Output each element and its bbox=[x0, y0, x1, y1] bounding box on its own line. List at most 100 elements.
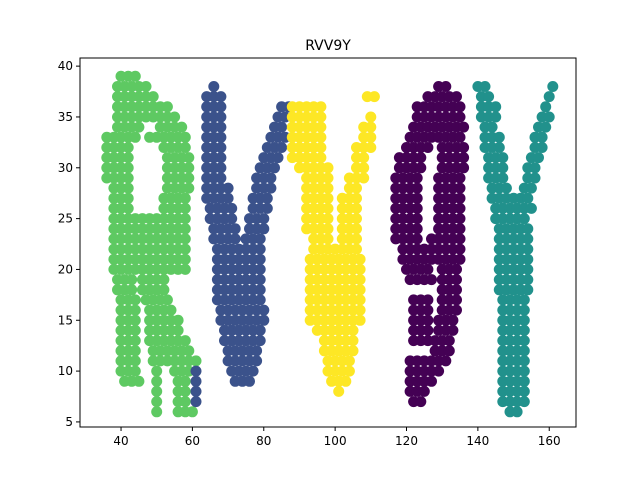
data-point bbox=[215, 101, 227, 113]
data-point bbox=[490, 111, 502, 123]
data-point bbox=[129, 345, 141, 357]
data-point bbox=[543, 111, 555, 123]
data-point bbox=[447, 324, 459, 336]
data-point bbox=[254, 324, 266, 336]
data-point bbox=[365, 142, 377, 153]
data-point bbox=[525, 182, 537, 194]
data-point bbox=[351, 213, 362, 225]
data-point bbox=[426, 274, 437, 286]
data-point bbox=[247, 365, 259, 377]
data-point bbox=[518, 324, 530, 336]
y-tick-label: 30 bbox=[58, 161, 73, 175]
data-point bbox=[254, 294, 266, 306]
data-point bbox=[179, 396, 191, 408]
data-point bbox=[358, 172, 370, 184]
data-point bbox=[315, 101, 327, 113]
data-point bbox=[129, 304, 141, 316]
data-point bbox=[500, 182, 512, 194]
data-point bbox=[333, 385, 345, 397]
x-tick-label: 60 bbox=[185, 434, 200, 448]
data-point bbox=[351, 202, 362, 214]
data-point bbox=[358, 152, 370, 164]
data-point bbox=[133, 121, 145, 133]
data-point bbox=[254, 335, 266, 347]
data-point bbox=[365, 111, 377, 123]
data-point bbox=[486, 121, 498, 133]
data-point bbox=[454, 213, 466, 225]
data-point bbox=[254, 274, 266, 286]
data-point bbox=[518, 385, 530, 397]
data-point bbox=[179, 385, 191, 397]
series-1 bbox=[101, 70, 202, 418]
data-point bbox=[454, 101, 466, 113]
data-point bbox=[540, 101, 552, 113]
data-point bbox=[315, 152, 327, 164]
data-point bbox=[322, 223, 334, 235]
data-point bbox=[422, 294, 434, 306]
data-point bbox=[122, 142, 134, 153]
data-point bbox=[261, 192, 273, 204]
data-point bbox=[415, 396, 427, 408]
data-point bbox=[315, 121, 327, 133]
data-point bbox=[347, 345, 359, 357]
y-tick-label: 40 bbox=[58, 59, 73, 73]
data-point bbox=[497, 162, 509, 174]
data-point bbox=[422, 314, 434, 326]
x-tick-label: 140 bbox=[466, 434, 489, 448]
data-point bbox=[254, 284, 266, 296]
y-tick-label: 5 bbox=[65, 415, 73, 429]
data-point bbox=[322, 172, 334, 184]
data-point bbox=[265, 182, 277, 194]
series-3 bbox=[286, 91, 380, 397]
data-point bbox=[258, 304, 270, 316]
data-point bbox=[451, 304, 462, 316]
data-point bbox=[411, 182, 423, 194]
axes: 40 60 80 100 120 140 160 5 10 15 20 25 30 35 40 bbox=[58, 59, 561, 448]
data-point bbox=[529, 162, 541, 174]
data-point bbox=[522, 233, 534, 245]
data-point bbox=[151, 365, 163, 377]
data-point bbox=[479, 81, 491, 92]
data-point bbox=[454, 243, 466, 255]
data-point bbox=[522, 263, 534, 275]
x-tick-label: 160 bbox=[538, 434, 561, 448]
data-point bbox=[451, 284, 462, 296]
data-point bbox=[458, 121, 470, 133]
data-point bbox=[183, 182, 195, 194]
y-tick-label: 20 bbox=[58, 262, 73, 276]
data-point bbox=[454, 111, 466, 123]
data-point bbox=[190, 396, 202, 408]
data-point bbox=[129, 365, 141, 377]
data-point bbox=[490, 101, 502, 113]
data-point bbox=[315, 142, 327, 153]
data-point bbox=[179, 375, 191, 387]
y-tick-label: 35 bbox=[58, 110, 73, 124]
data-point bbox=[261, 202, 273, 214]
data-point bbox=[518, 355, 530, 367]
data-point bbox=[215, 91, 227, 103]
data-point bbox=[122, 192, 134, 204]
data-point bbox=[215, 162, 227, 174]
data-point bbox=[251, 355, 263, 367]
data-point bbox=[454, 223, 466, 235]
data-point bbox=[129, 314, 141, 326]
data-point bbox=[440, 355, 452, 367]
data-point bbox=[547, 81, 559, 92]
data-point bbox=[415, 162, 427, 174]
data-point bbox=[179, 131, 191, 143]
data-point bbox=[358, 162, 370, 174]
data-point bbox=[533, 152, 544, 164]
data-point bbox=[518, 304, 530, 316]
data-point bbox=[354, 253, 366, 265]
data-point bbox=[422, 324, 434, 336]
x-tick-label: 80 bbox=[256, 434, 271, 448]
data-point bbox=[222, 182, 234, 194]
data-point bbox=[322, 162, 334, 174]
data-point bbox=[522, 253, 534, 265]
data-point bbox=[322, 202, 334, 214]
data-point bbox=[190, 375, 202, 387]
data-point bbox=[536, 142, 548, 153]
data-point bbox=[183, 162, 195, 174]
data-point bbox=[347, 324, 359, 336]
data-point bbox=[343, 365, 355, 377]
